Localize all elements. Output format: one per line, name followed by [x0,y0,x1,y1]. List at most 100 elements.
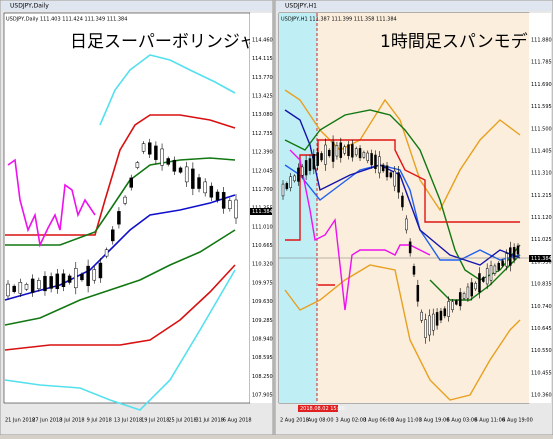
candle-body [234,199,238,219]
candle-body [485,268,489,285]
lower-3sigma [4,269,236,411]
candle-body [301,166,304,176]
date-label: 3 Aug 06:00 [363,418,394,424]
candle-body [451,301,454,311]
upper-3sigma [99,54,236,126]
price-label: 111.120 [531,215,552,221]
candle-body [293,175,296,182]
candle-body [30,278,35,293]
price-label: 110.320 [252,262,273,268]
candle-body [389,172,393,178]
candle-body [424,319,427,338]
candle-body [289,176,292,188]
ma-green-lower [429,254,521,301]
candle-body [316,152,319,166]
candle-body [516,245,520,255]
shade-left [279,13,317,403]
title-bar [1,1,272,11]
candle-body [478,273,481,293]
candle-body [385,165,389,178]
candle-body [297,167,300,182]
candle-body [191,168,195,189]
plot-area [3,12,251,404]
candle-body [378,156,381,174]
date-label: 25 Jul 2018 [168,418,196,424]
date-label: 6 Aug 03:00 [447,418,478,424]
candle-body [49,276,53,289]
candle-body [408,241,412,254]
candle-body [381,164,385,172]
candle-body [184,166,189,183]
price-label: 111.595 [531,104,552,110]
price-label: 109.630 [252,299,273,305]
price-label: 111.700 [252,187,273,193]
price-label: 111.405 [531,148,552,154]
price-label: 113.080 [252,112,273,118]
candle-body [61,273,66,288]
lower-2sigma [4,264,236,351]
candle-body [197,177,201,189]
candle-body [416,284,420,302]
candle-body [455,300,458,305]
lower-1sigma [4,229,236,326]
date-label: 31 Jul 2018 [196,418,224,424]
candle-body [178,167,183,173]
candle-body [358,148,362,159]
candle-body [509,247,512,266]
candle-body [12,285,16,292]
candle-body [439,310,443,321]
date-label: 6 Aug 11:00 [474,418,505,424]
candle-body [304,160,308,176]
price-label: 108.940 [252,336,273,342]
date-label: 3 Jul 2018 [59,418,84,424]
date-label: Aug 08:00 [308,418,334,424]
candle-body [489,265,493,281]
price-label: 108.250 [252,374,273,380]
candle-body [347,144,350,156]
price-label: 114.115 [252,56,273,62]
price-axis [529,13,551,403]
price-label: 111.215 [531,193,552,199]
candle-body [505,253,508,267]
candle-body [228,200,232,209]
candle-body [55,273,60,290]
candle-body [474,282,477,290]
candle-body [374,154,377,169]
overlay-label: 日足スーパーボリンジャー [70,32,273,52]
candle-body [351,144,354,158]
date-label: 3 Aug 11:00 [391,418,422,424]
candle-body [221,192,226,209]
price-label: 110.645 [531,326,552,332]
candle-body [147,142,152,155]
candle-body [462,293,466,299]
price-tag-text: 111.384 [531,256,552,262]
price-label: 110.550 [531,348,552,354]
bands [4,54,236,411]
shade-right [317,13,529,403]
ma-blue [284,164,521,261]
candle-body [160,148,164,166]
price-label: 107.905 [252,393,273,399]
overlay-label: 1時間足スパンモデル [380,31,545,52]
date-label: 19 Jul 2018 [141,418,169,424]
price-label: 111.010 [252,224,273,230]
candle-body [393,170,396,187]
candle-body [362,152,366,158]
info-line: USDJPY,H1 111.387 111.399 111.358 111.38… [281,17,397,23]
candle-body [281,183,285,197]
price-label: 113.425 [252,94,273,100]
candle-body [447,301,450,317]
price-label: 111.785 [531,60,552,66]
candle-body [74,268,78,289]
candle-body [331,141,335,162]
candle-body [24,284,29,290]
candle-body [203,181,207,194]
price-label: 114.460 [252,38,273,44]
candle-body [482,277,485,282]
price-label: 110.835 [531,282,552,288]
candle-body [98,262,103,279]
title-bar [276,1,552,11]
price-label: 108.595 [252,355,273,361]
price-label: 110.740 [531,304,552,310]
